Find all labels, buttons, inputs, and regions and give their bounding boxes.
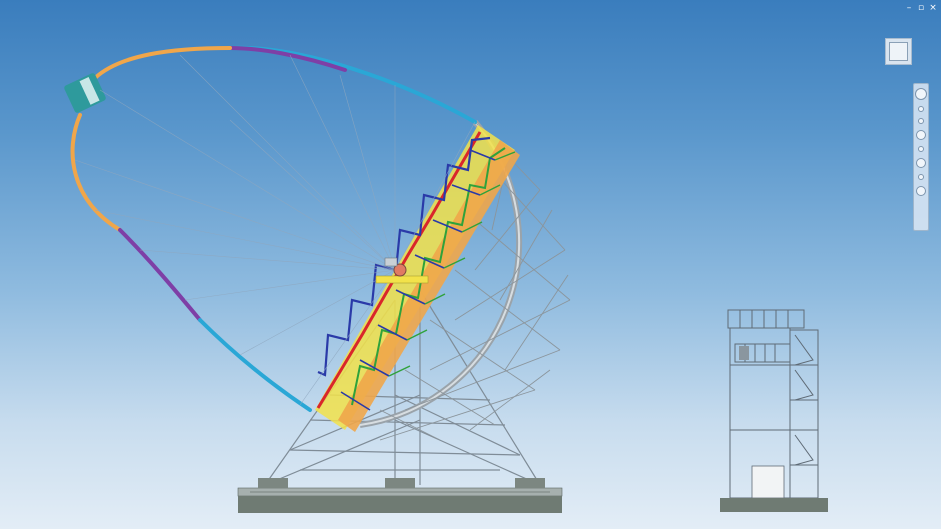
hub (375, 257, 429, 284)
close-button[interactable]: × (929, 3, 937, 13)
zoom-icon[interactable] (918, 118, 924, 124)
look-icon[interactable] (918, 146, 924, 152)
feed-arm (70, 45, 477, 412)
center-icon[interactable] (918, 174, 924, 180)
walk-icon[interactable] (916, 158, 926, 168)
support-cables (74, 54, 476, 406)
viewcube-face[interactable] (889, 42, 908, 61)
minimize-button[interactable]: – (906, 3, 912, 13)
control-tower[interactable] (720, 309, 828, 512)
antenna-structure[interactable] (63, 45, 571, 513)
rewind-icon[interactable] (916, 186, 926, 196)
steering-wheel-icon[interactable] (915, 88, 927, 100)
viewcube-icon[interactable] (885, 38, 912, 65)
feed-cabin (64, 73, 106, 113)
restore-button[interactable]: ▫ (917, 3, 925, 13)
navigation-bar[interactable] (913, 83, 929, 231)
orbit-icon[interactable] (916, 130, 926, 140)
window-controls: – ▫ × (905, 3, 937, 13)
pan-icon[interactable] (918, 106, 924, 112)
base-platform (237, 478, 563, 513)
